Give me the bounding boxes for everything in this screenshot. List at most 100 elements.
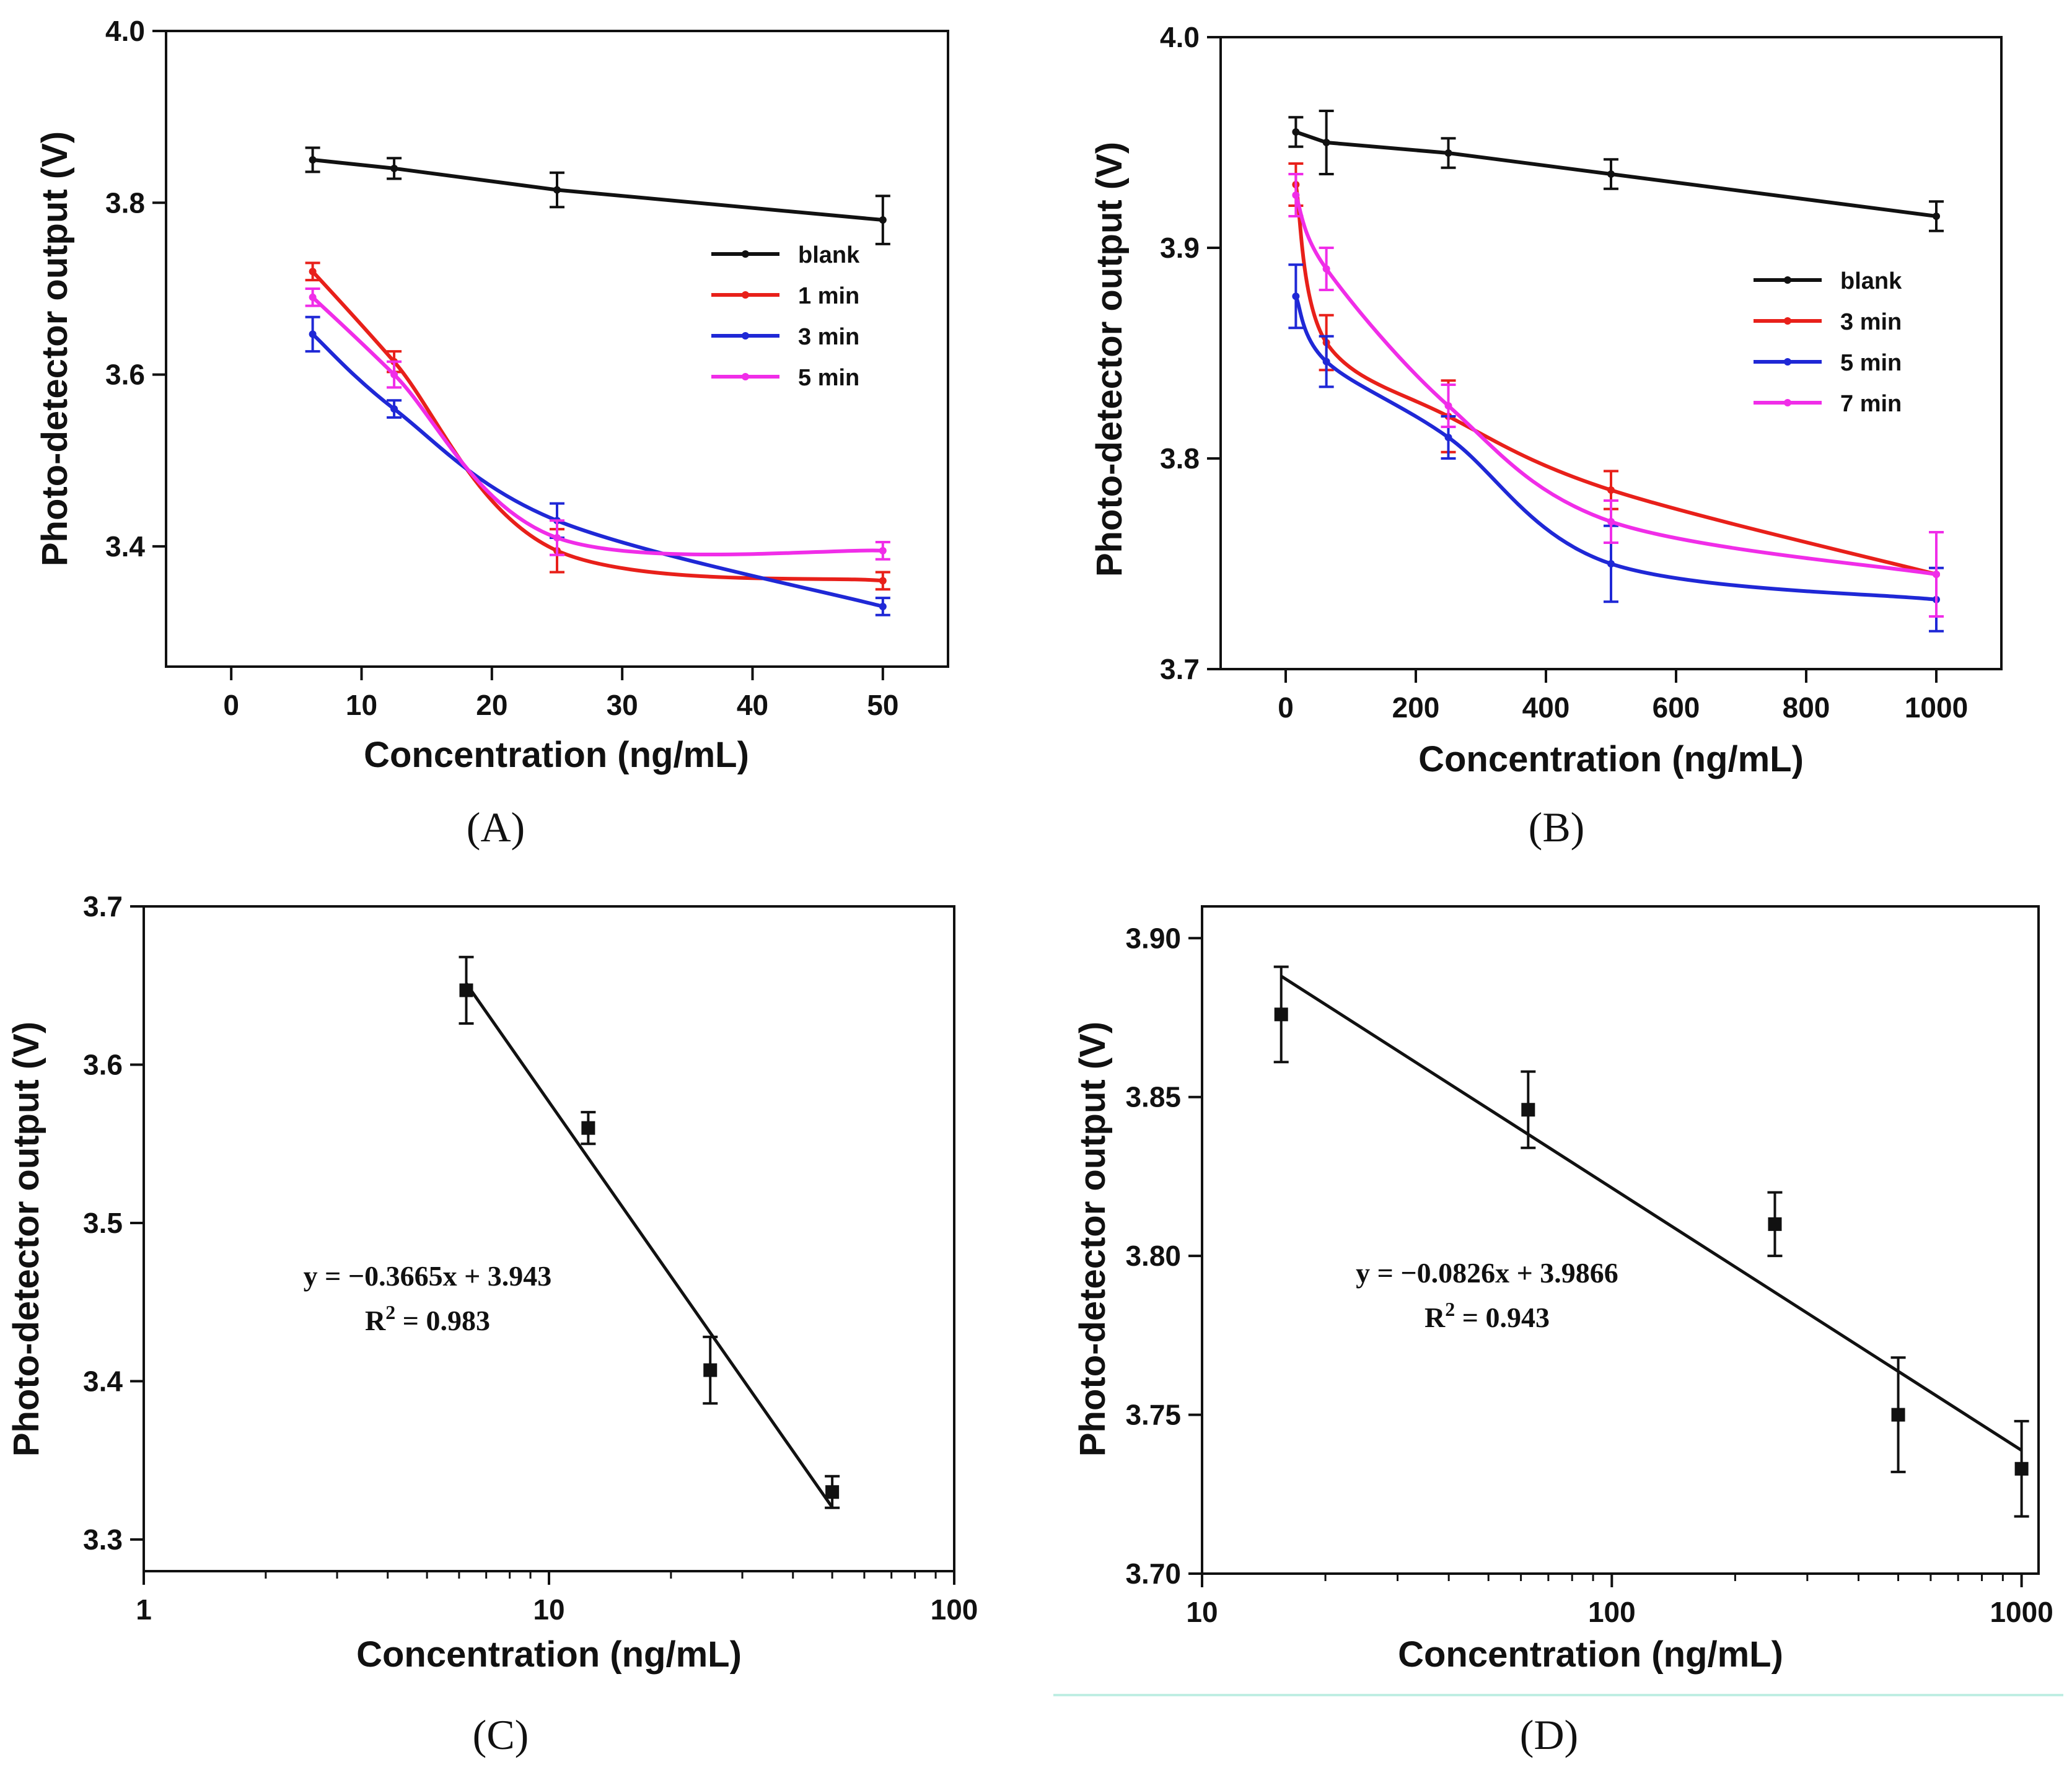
x-tick-label: 10 xyxy=(1186,1596,1218,1628)
data-point xyxy=(309,156,317,164)
data-point xyxy=(1292,191,1300,199)
legend-label: 5 min xyxy=(798,365,859,391)
x-tick-label: 40 xyxy=(737,689,768,721)
data-point xyxy=(1607,560,1615,568)
legend-label: 7 min xyxy=(1840,391,1902,417)
plot-frame xyxy=(1201,905,2040,1575)
data-point xyxy=(1292,128,1300,136)
x-tick-label: 0 xyxy=(1278,691,1294,724)
data-point xyxy=(309,268,317,276)
legend-label: 3 min xyxy=(1840,309,1902,335)
data-point xyxy=(1322,265,1330,273)
panel-d: (D) Concentration (ng/mL) Photo-detector… xyxy=(1073,905,2053,1758)
y-axis-label: Photo-detector output (V) xyxy=(1089,142,1130,577)
data-point xyxy=(1933,571,1940,578)
data-point xyxy=(581,1121,595,1135)
legend-marker xyxy=(1784,399,1791,406)
x-tick-label: 100 xyxy=(931,1593,978,1626)
data-point xyxy=(1607,518,1615,525)
y-tick-label: 3.6 xyxy=(83,1048,123,1080)
data-point xyxy=(825,1485,840,1499)
legend-label: 3 min xyxy=(798,324,859,350)
x-tick-label: 200 xyxy=(1392,691,1440,724)
legend-marker xyxy=(742,250,749,258)
y-tick-label: 4.0 xyxy=(105,15,145,47)
panel-caption: (A) xyxy=(467,804,525,851)
x-tick-label: 1000 xyxy=(1990,1596,2053,1628)
data-point xyxy=(1933,213,1940,220)
x-tick-label: 600 xyxy=(1653,691,1700,724)
legend-marker xyxy=(1784,358,1791,366)
x-tick-label: 30 xyxy=(607,689,638,721)
panel-a: (A) Concentration (ng/mL) Photo-detector… xyxy=(35,15,949,851)
y-tick-label: 3.4 xyxy=(105,530,145,563)
panel-b: (B) Concentration (ng/mL) Photo-detector… xyxy=(1089,21,2003,851)
plot-frame xyxy=(1219,36,2003,670)
legend-label: blank xyxy=(1840,268,1902,294)
data-point xyxy=(2014,1462,2029,1476)
x-axis-label: Concentration (ng/mL) xyxy=(364,735,749,775)
data-point xyxy=(553,534,561,542)
y-tick-label: 3.7 xyxy=(83,890,123,922)
x-tick-label: 20 xyxy=(476,689,507,721)
x-tick-label: 1000 xyxy=(1905,691,1968,724)
x-axis-label: Concentration (ng/mL) xyxy=(356,1634,742,1675)
data-point xyxy=(1444,402,1452,410)
y-tick-label: 3.70 xyxy=(1125,1558,1181,1590)
data-point xyxy=(390,405,398,413)
data-point xyxy=(309,293,317,301)
data-point xyxy=(1891,1408,1905,1422)
data-point xyxy=(459,983,473,997)
plot-frame xyxy=(165,30,949,668)
y-tick-label: 3.6 xyxy=(105,359,145,391)
series-line xyxy=(312,157,884,222)
data-point xyxy=(1607,170,1615,178)
x-tick-label: 800 xyxy=(1783,691,1830,724)
data-point xyxy=(879,216,887,224)
panel-caption: (C) xyxy=(473,1711,529,1758)
y-tick-label: 3.5 xyxy=(83,1207,123,1239)
x-axis-label: Concentration (ng/mL) xyxy=(1418,739,1804,779)
equation-label: y = −0.3665x + 3.943 xyxy=(304,1260,552,1292)
data-point xyxy=(1768,1217,1782,1231)
x-tick-label: 10 xyxy=(346,689,377,721)
y-tick-label: 3.90 xyxy=(1125,922,1181,954)
y-tick-label: 3.3 xyxy=(83,1523,123,1556)
legend-marker xyxy=(1784,317,1791,325)
legend-label: 5 min xyxy=(1840,350,1902,376)
data-point xyxy=(553,186,561,194)
data-point xyxy=(1444,434,1452,441)
y-tick-label: 3.4 xyxy=(83,1365,123,1397)
data-point xyxy=(1607,486,1615,494)
panel-c: (C) Concentration (ng/mL) Photo-detector… xyxy=(6,890,978,1758)
y-tick-label: 3.7 xyxy=(1160,653,1200,685)
fit-line xyxy=(465,982,834,1509)
legend-marker xyxy=(742,373,749,380)
y-tick-label: 3.75 xyxy=(1125,1399,1181,1431)
legend-marker xyxy=(742,291,749,299)
y-tick-label: 3.9 xyxy=(1160,232,1200,264)
x-axis-label: Concentration (ng/mL) xyxy=(1398,1634,1783,1675)
panel-caption: (D) xyxy=(1520,1711,1578,1758)
legend-marker xyxy=(1784,276,1791,284)
series-line xyxy=(311,333,884,608)
r-squared-label: R2 = 0.943 xyxy=(1424,1298,1550,1333)
x-tick-label: 100 xyxy=(1588,1596,1636,1628)
data-point xyxy=(879,546,887,554)
legend-label: 1 min xyxy=(798,283,859,309)
data-point xyxy=(879,577,887,585)
data-point xyxy=(703,1363,718,1377)
y-tick-label: 3.80 xyxy=(1125,1240,1181,1272)
series-line xyxy=(311,296,883,557)
data-point xyxy=(1521,1103,1535,1117)
r-squared-label: R2 = 0.983 xyxy=(365,1301,490,1336)
data-point xyxy=(390,164,398,172)
data-point xyxy=(879,602,887,610)
data-point xyxy=(309,330,317,338)
panel-caption: (B) xyxy=(1529,804,1585,851)
y-tick-label: 3.8 xyxy=(105,186,145,219)
legend-marker xyxy=(742,332,749,340)
y-axis-label: Photo-detector output (V) xyxy=(6,1022,46,1457)
x-tick-label: 400 xyxy=(1522,691,1570,724)
